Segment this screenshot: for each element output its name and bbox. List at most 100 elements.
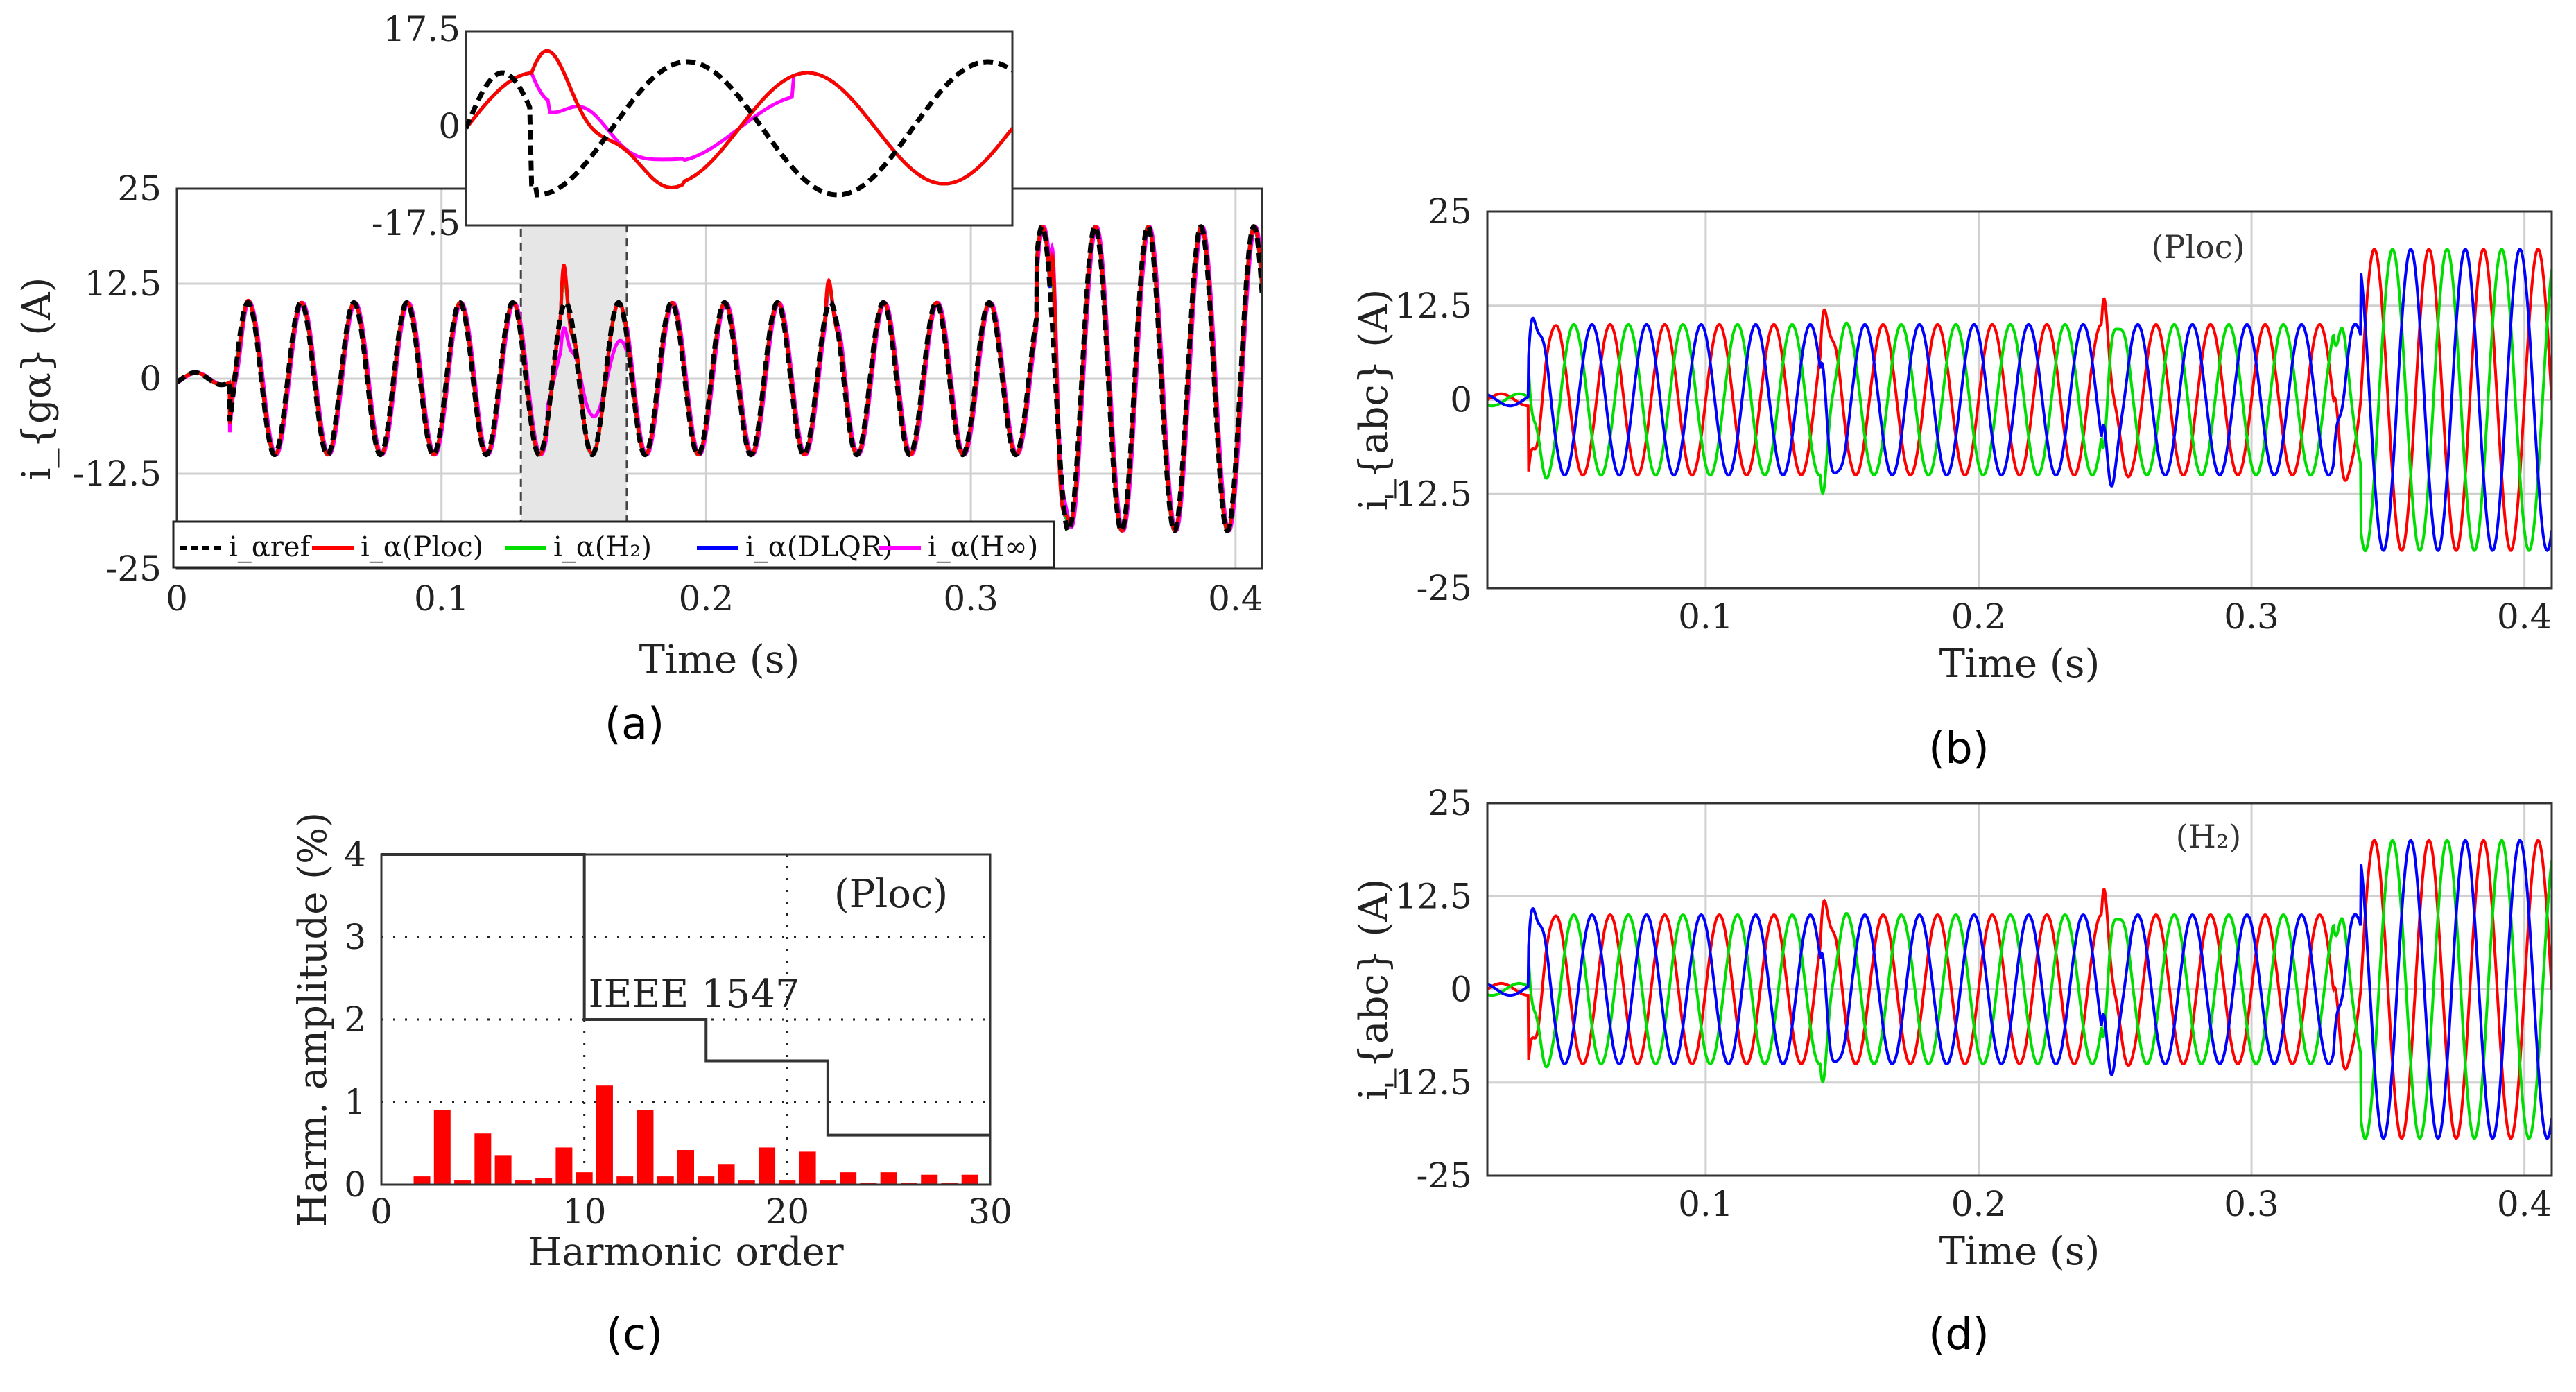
y-tick-label: 25 [1428,783,1472,823]
bar-harmonic-22 [819,1180,836,1185]
bar-harmonic-9 [555,1147,573,1185]
y-axis-label: i_{abc} (A) [1351,289,1397,511]
x-axis-label: Time (s) [1939,1229,2100,1274]
plot-frame [380,853,992,1186]
y-tick-label: 4 [344,834,366,875]
legend-label: i_α(Ploc) [361,531,483,563]
plot-frame [1486,802,2553,1177]
panel-label-a: (a) [605,698,664,749]
bar-harmonic-15 [677,1150,694,1185]
x-tick-label: 0.1 [414,578,469,619]
inset-series-i_α(Ploc) [466,49,1012,190]
bar-harmonic-17 [718,1164,735,1185]
bar-harmonic-23 [840,1172,857,1185]
y-tick-label: -12.5 [73,454,162,494]
bar-harmonic-6 [494,1155,512,1185]
series-line-phase a [1487,248,2552,552]
bar-harmonic-29 [961,1174,978,1185]
legend-label: i_α(DLQR) [745,531,893,563]
bar-harmonic-2 [413,1176,431,1185]
x-tick-label: 0.1 [1678,596,1734,637]
bar-harmonic-10 [576,1172,593,1185]
y-tick-label: -12.5 [1383,1063,1472,1103]
panel-label-c: (c) [606,1309,663,1359]
bar-harmonic-4 [454,1180,472,1185]
bar-harmonic-13 [637,1110,654,1185]
x-tick-label: 0.4 [2497,596,2552,637]
inset-y-tick-label: 17.5 [383,9,460,49]
y-tick-label: -25 [105,549,162,589]
x-tick-label: 0.2 [679,578,734,619]
bar-harmonic-5 [474,1133,492,1185]
legend-box [172,520,1055,569]
bar-harmonic-20 [779,1180,796,1185]
legend-label: i_αref [229,531,313,563]
bar-harmonic-19 [759,1147,776,1185]
y-tick-label: -12.5 [1383,474,1472,514]
bar-harmonic-7 [515,1180,532,1185]
x-tick-label: 0.1 [1678,1184,1734,1224]
x-tick-label: 0.3 [943,578,999,619]
bar-harmonic-18 [738,1180,755,1185]
x-tick-label: 0.3 [2224,596,2279,637]
panel-c: 0 10 20 30 0 1 2 3 4 Harmonic order Harm. amplitud… [291,812,1012,1359]
x-tick-label: 20 [766,1192,810,1232]
y-tick-label: 0 [139,359,162,399]
y-tick-label: 1 [344,1082,366,1122]
bar-harmonic-3 [433,1110,451,1185]
x-axis-label: Time (s) [1939,642,2100,687]
y-tick-label: -25 [1416,568,1472,608]
y-tick-label: -25 [1416,1155,1472,1196]
x-tick-label: 0 [166,578,188,619]
x-tick-label: 30 [968,1192,1012,1232]
ieee-limit-label: IEEE 1547 [589,972,800,1017]
bar-harmonic-21 [799,1151,816,1185]
panel-annotation: (H₂) [2176,818,2241,855]
y-tick-label: 25 [1428,191,1472,232]
x-axis-label: Harmonic order [528,1230,843,1275]
y-tick-label: 0 [344,1165,366,1205]
y-tick-label: 0 [1450,970,1472,1010]
x-tick-label: 0.2 [1951,596,2007,637]
y-tick-label: 2 [344,999,366,1040]
bar-harmonic-11 [596,1085,613,1185]
y-axis-label: Harm. amplitude (%) [291,812,336,1227]
y-tick-label: 12.5 [1395,876,1472,916]
legend-label: i_α(H₂) [553,531,652,563]
panel-annotation: (Ploc) [2151,228,2245,266]
x-tick-label: 0.2 [1951,1184,2007,1224]
panel-annotation: (Ploc) [834,872,948,917]
inset-series-i_αref [466,59,1012,198]
zoom-window [519,218,628,540]
panel-a: 0 0.1 0.2 0.3 0.4 -25 -12.5 0 12.5 25 Time (s) i_{g… [15,9,1263,749]
bar-harmonic-12 [616,1176,634,1185]
panel-b: 0.1 0.2 0.3 0.4 -25 -12.5 0 12.5 25 Time (s) i_{ab… [1351,191,2553,773]
panel-d: 0.1 0.2 0.3 0.4 -25 -12.5 0 12.5 25 Time (s) i_{ab… [1351,783,2553,1359]
x-tick-label: 0.3 [2224,1184,2279,1224]
y-axis-label: i_{abc} (A) [1351,879,1397,1101]
x-tick-label: 10 [562,1192,607,1232]
panel-label-d: (d) [1928,1309,1989,1359]
inset-y-tick-label: -17.5 [372,203,460,243]
series-line-phase a [1487,839,2552,1140]
series-line-phase c [1487,248,2552,552]
inset-y-tick-label: 0 [438,106,460,146]
panel-label-b: (b) [1928,723,1989,773]
legend-label: i_α(H∞) [928,531,1038,563]
x-tick-label: 0 [370,1192,392,1232]
x-tick-label: 0.4 [1208,578,1263,619]
bar-harmonic-14 [657,1176,674,1185]
y-tick-label: 12.5 [1395,286,1472,326]
y-tick-label: 25 [117,169,162,209]
series-line-phase c [1487,839,2552,1140]
x-axis-label: Time (s) [639,637,800,682]
plot-frame [1486,210,2553,590]
x-tick-label: 0.4 [2497,1184,2552,1224]
bar-harmonic-25 [880,1172,897,1185]
y-tick-label: 0 [1450,380,1472,420]
y-tick-label: 12.5 [85,264,162,304]
y-tick-label: 3 [344,917,366,957]
y-axis-label: i_{gα} (A) [15,277,60,481]
